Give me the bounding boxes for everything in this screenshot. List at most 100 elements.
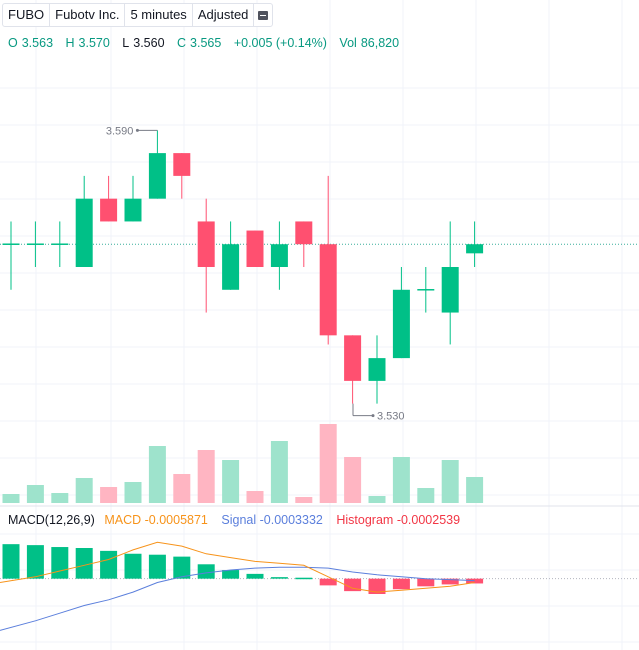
- macd-label: MACD: [104, 513, 142, 527]
- volume-value: 86,820: [360, 36, 400, 50]
- candle-body: [246, 230, 264, 267]
- volume-bar: [417, 488, 435, 503]
- macd-value: -0.0005871: [144, 513, 208, 527]
- legend-menu-button[interactable]: [254, 4, 272, 26]
- macd-histogram-bar: [295, 577, 313, 580]
- macd-value-text: MACD -0.0005871: [104, 513, 208, 527]
- volume-bar: [319, 424, 337, 503]
- high-label: H: [65, 36, 75, 50]
- candle-body: [295, 221, 313, 245]
- macd-histogram-bar: [51, 547, 69, 579]
- volume-bar: [51, 493, 69, 503]
- macd-histogram-bar: [466, 578, 484, 584]
- low-value: 3.560: [133, 36, 165, 50]
- company-name: Fubotv Inc.: [50, 4, 126, 26]
- histogram-label: Histogram: [336, 513, 394, 527]
- candle-body: [319, 244, 337, 336]
- macd-histogram-bar: [246, 573, 264, 579]
- symbol-ticker[interactable]: FUBO: [3, 4, 51, 26]
- macd-histogram-bar: [75, 548, 93, 579]
- macd-histogram-bar: [392, 578, 410, 590]
- volume-label: Vol: [339, 36, 357, 50]
- macd-histogram-bar: [441, 578, 459, 585]
- change-value: +0.005 (+0.14%): [233, 36, 327, 50]
- macd-histogram-bar: [173, 556, 191, 579]
- candle-body: [270, 244, 288, 267]
- volume-bar: [295, 497, 313, 503]
- candle-body: [441, 267, 459, 313]
- volume-bar: [392, 457, 410, 503]
- signal-line: [0, 566, 475, 631]
- volume-bar: [100, 487, 118, 503]
- macd-lines: [0, 541, 475, 631]
- macd-histogram-bar: [26, 545, 44, 579]
- symbol-header: FUBO Fubotv Inc. 5 minutes Adjusted: [2, 3, 274, 27]
- volume-bar: [2, 494, 20, 503]
- candle-body: [51, 243, 69, 245]
- volume-bar: [466, 477, 484, 503]
- volume-bar: [197, 450, 215, 503]
- candlestick-series: [2, 130, 484, 404]
- macd-histogram-bar: [100, 550, 118, 579]
- macd-histogram-bar: [270, 577, 288, 579]
- candle-body: [148, 153, 166, 199]
- candle-body: [75, 198, 93, 267]
- price-annotations: 3.590 3.530: [106, 125, 405, 422]
- candle-body: [344, 335, 362, 381]
- close-value: 3.565: [190, 36, 222, 50]
- high-annotation-dot: [135, 128, 139, 132]
- histogram-value-text: Histogram -0.0002539: [336, 513, 460, 527]
- histogram-value: -0.0002539: [396, 513, 461, 527]
- macd-histogram-bar: [197, 564, 215, 579]
- volume-bar: [124, 482, 142, 503]
- low-annotation-dot: [371, 414, 375, 418]
- volume-bar: [148, 446, 166, 503]
- ohlc-legend: O 3.563 H 3.570 L 3.560 C 3.565 +0.005 (+0.1…: [8, 36, 408, 50]
- macd-indicator-name[interactable]: MACD(12,26,9): [8, 513, 95, 527]
- volume-bar: [270, 441, 288, 503]
- candle-body: [417, 289, 435, 291]
- adjustment-toggle[interactable]: Adjusted: [193, 4, 255, 26]
- candle-body: [197, 221, 215, 267]
- signal-label: Signal: [221, 513, 257, 527]
- macd-histogram-bar: [124, 553, 142, 579]
- open-label: O: [8, 36, 18, 50]
- macd-legend: MACD(12,26,9) MACD -0.0005871 Signal -0.…: [8, 513, 460, 527]
- candle-body: [100, 198, 118, 222]
- candle-body: [2, 243, 20, 245]
- candle-body: [392, 289, 410, 359]
- volume-bar: [173, 474, 191, 503]
- signal-value-text: Signal -0.0003332: [221, 513, 323, 527]
- macd-histogram-bar: [319, 578, 337, 586]
- volume-bar: [75, 478, 93, 503]
- close-label: C: [177, 36, 187, 50]
- high-annotation-label: 3.590: [106, 125, 134, 137]
- interval-selector[interactable]: 5 minutes: [125, 4, 193, 26]
- volume-bars: [2, 424, 484, 503]
- low-annotation-label: 3.530: [377, 411, 405, 423]
- macd-histogram-bar: [2, 544, 20, 579]
- candle-body: [26, 243, 44, 245]
- candle-body: [466, 244, 484, 254]
- macd-histogram: [0, 544, 639, 594]
- volume-bar: [246, 491, 264, 503]
- volume-bar: [344, 457, 362, 503]
- candle-body: [173, 153, 191, 176]
- menu-icon: [258, 11, 269, 20]
- volume-bar: [441, 460, 459, 503]
- macd-histogram-bar: [222, 570, 240, 579]
- open-value: 3.563: [21, 36, 54, 50]
- macd-line: [0, 541, 475, 593]
- macd-histogram-bar: [417, 578, 435, 587]
- macd-histogram-bar: [368, 578, 386, 594]
- candle-body: [124, 198, 142, 222]
- volume-bar: [26, 485, 44, 503]
- macd-histogram-bar: [148, 554, 166, 579]
- candle-body: [222, 244, 240, 290]
- high-value: 3.570: [78, 36, 110, 50]
- candle-body: [368, 358, 386, 381]
- macd-histogram-bar: [344, 578, 362, 592]
- volume-bar: [222, 460, 240, 503]
